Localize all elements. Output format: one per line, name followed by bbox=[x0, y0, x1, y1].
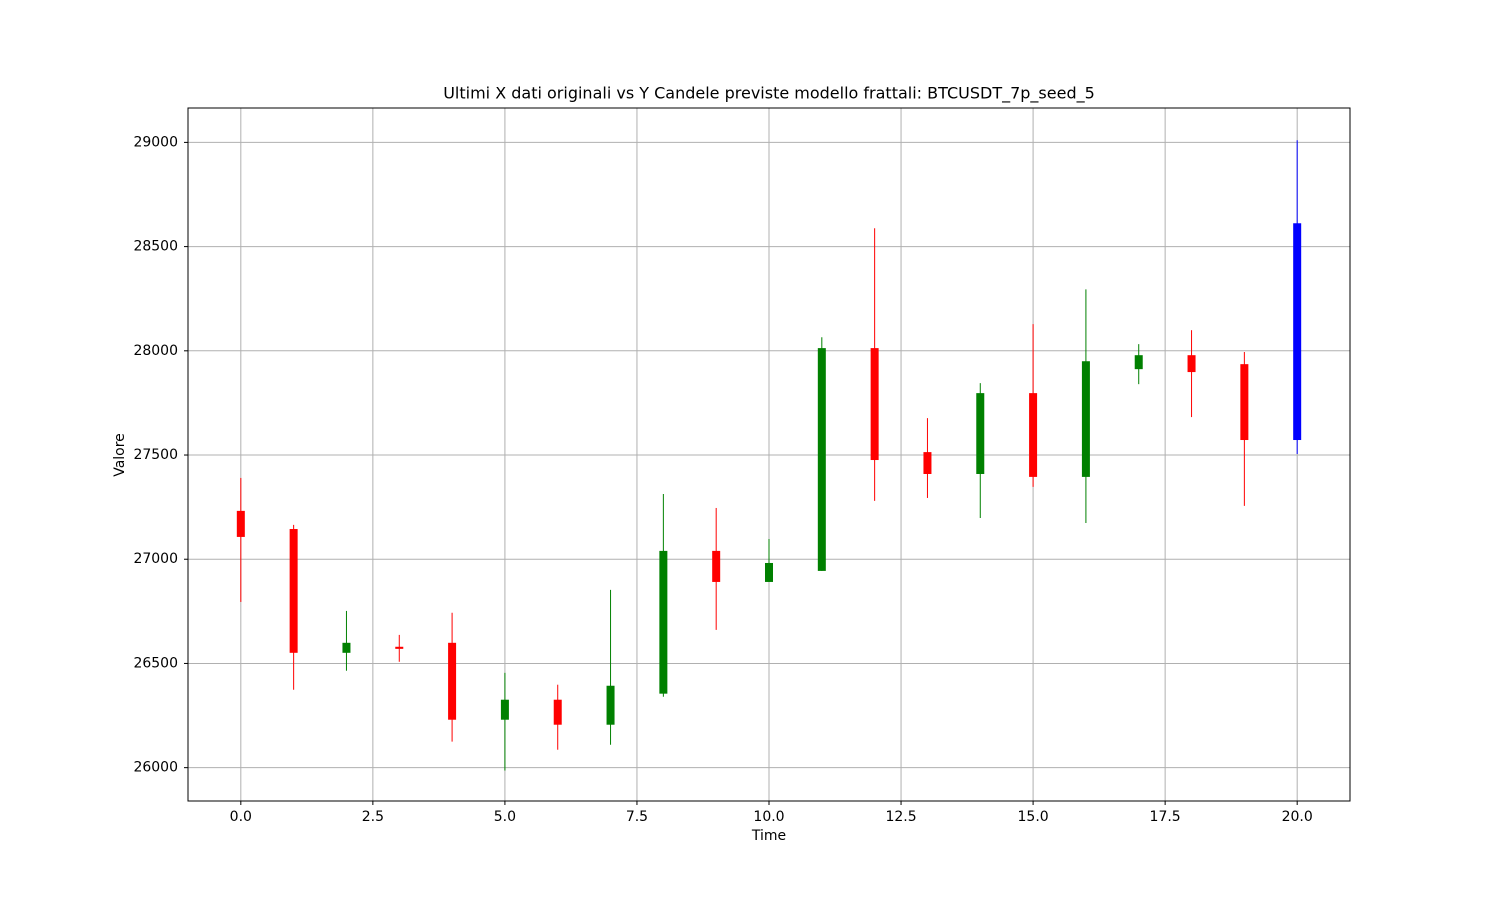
x-tick-label: 10.0 bbox=[753, 809, 784, 825]
y-tick-label: 27500 bbox=[133, 447, 178, 463]
x-tick-label: 12.5 bbox=[885, 809, 916, 825]
plot-frame bbox=[187, 107, 1351, 802]
x-tick-label: 5.0 bbox=[494, 809, 516, 825]
candle-body bbox=[1187, 355, 1196, 373]
candle-body bbox=[712, 550, 721, 582]
candle-body bbox=[395, 646, 404, 649]
candle-body bbox=[976, 393, 985, 474]
x-tick-label: 15.0 bbox=[1018, 809, 1049, 825]
candle-body bbox=[817, 348, 826, 571]
x-tick-label: 2.5 bbox=[362, 809, 384, 825]
candle-body bbox=[870, 348, 879, 461]
candle-body bbox=[500, 699, 509, 720]
candle-body bbox=[236, 510, 245, 537]
candle-body bbox=[1240, 364, 1249, 441]
y-tick-label: 28000 bbox=[133, 343, 178, 359]
x-axis-label: Time bbox=[751, 828, 786, 844]
y-tick-label: 27000 bbox=[133, 551, 178, 567]
candle-body bbox=[289, 529, 298, 653]
x-tick-label: 17.5 bbox=[1150, 809, 1181, 825]
candle-body bbox=[765, 562, 773, 582]
y-tick-label: 26000 bbox=[133, 760, 178, 776]
candle-body bbox=[923, 452, 932, 474]
x-tick-label: 20.0 bbox=[1282, 809, 1313, 825]
candle-body bbox=[553, 699, 562, 725]
x-tick-label: 0.0 bbox=[230, 809, 252, 825]
candle-body bbox=[448, 642, 457, 720]
candle-body bbox=[1293, 223, 1302, 441]
y-axis-label: Valore bbox=[112, 433, 128, 477]
y-tick-label: 26500 bbox=[133, 655, 178, 671]
candle-body bbox=[342, 642, 351, 653]
y-tick-label: 29000 bbox=[133, 134, 178, 150]
candle-body bbox=[1029, 393, 1038, 477]
candle-body bbox=[606, 685, 615, 725]
candle-body bbox=[659, 550, 668, 694]
y-tick-label: 28500 bbox=[133, 239, 178, 255]
chart-title: Ultimi X dati originali vs Y Candele pre… bbox=[443, 84, 1095, 104]
candle-body bbox=[1081, 361, 1090, 477]
x-tick-label: 7.5 bbox=[626, 809, 648, 825]
candle-body bbox=[1134, 355, 1143, 370]
